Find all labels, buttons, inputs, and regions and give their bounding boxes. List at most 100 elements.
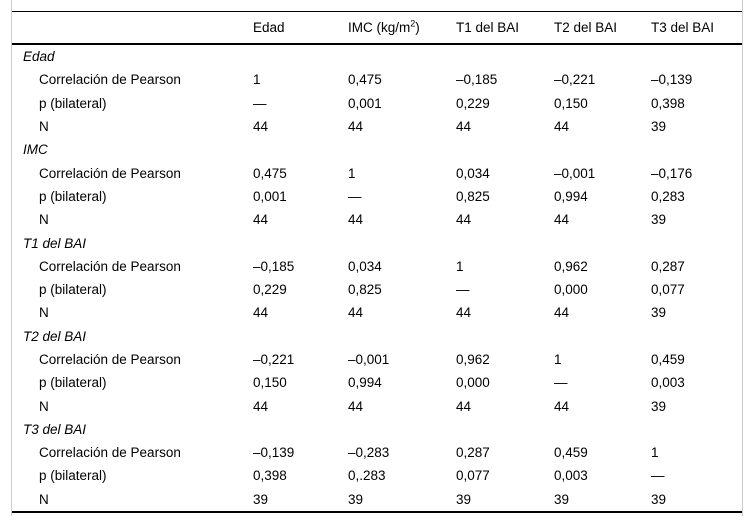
value-cell: 0,001 [348,95,382,111]
value-cell: 39 [554,491,570,507]
row-label-p: p (bilateral) [39,95,107,111]
value-cell: 0,283 [651,188,685,204]
value-cell: –0,221 [253,352,295,367]
value-cell: 0,994 [554,188,588,204]
row-label-n: N [39,212,49,228]
value-cell: 0,459 [651,352,685,367]
table-row: p (bilateral) 0,001 — 0,825 0,994 0,283 [12,185,742,208]
row-label-n: N [39,305,49,321]
table-row: N 44 44 44 44 39 [12,208,742,231]
value-cell: –0,139 [253,445,295,461]
table-row: p (bilateral) — 0,001 0,229 0,150 0,398 [12,92,742,115]
value-cell: –0,185 [456,72,498,88]
header-t3: T3 del BAI [651,11,742,45]
table-row: N 44 44 44 44 39 [12,394,742,417]
value-cell: 44 [554,119,570,135]
value-cell: 0,.283 [348,468,386,484]
value-cell: 44 [253,212,269,228]
row-label-n: N [39,398,49,414]
value-cell: –0,221 [554,72,596,88]
value-cell: 0,034 [456,165,490,181]
group-label: T1 del BAI [23,235,87,251]
value-cell: — [253,95,267,111]
value-cell: 44 [348,119,364,135]
value-cell: 44 [554,212,570,228]
value-cell: 44 [456,398,472,414]
header-imc: IMC (kg/m2) [348,11,456,45]
value-cell: 0,001 [253,188,287,204]
value-cell: 0,150 [554,95,588,111]
value-cell: 0,229 [456,95,490,111]
value-cell: 0,287 [651,258,685,274]
value-cell: 0,000 [554,282,588,298]
value-cell: 39 [651,212,667,228]
value-cell: 39 [651,398,667,414]
table-row: N 44 44 44 44 39 [12,301,742,324]
row-label-p: p (bilateral) [39,468,107,484]
value-cell: 0,475 [348,72,382,88]
value-cell: 0,000 [456,375,490,391]
row-label-n: N [39,491,49,507]
value-cell: 44 [253,398,269,414]
value-cell: 44 [456,119,472,135]
row-label-p: p (bilateral) [39,375,107,391]
value-cell: 0,077 [651,282,685,298]
value-cell: 0,287 [456,445,490,461]
table-row: p (bilateral) 0,398 0,.283 0,077 0,003 — [12,464,742,487]
table-frame: Edad IMC (kg/m2) T1 del BAI T2 del BAI T… [11,0,743,516]
value-cell: 44 [253,119,269,135]
value-cell: 39 [253,491,269,507]
value-cell: 39 [456,491,472,507]
value-cell: — [554,375,568,391]
value-cell: — [456,282,470,298]
value-cell: 39 [348,491,364,507]
value-cell: 0,003 [651,375,685,391]
header-imc-pre: IMC (kg/m [348,20,411,35]
value-cell: 0,825 [348,282,382,298]
value-cell: 0,962 [554,258,588,274]
value-cell: 44 [554,305,570,321]
row-label-pearson: Correlación de Pearson [39,165,181,181]
value-cell: 0,475 [253,165,287,181]
value-cell: –0,139 [651,72,693,88]
row-label-pearson: Correlación de Pearson [39,72,181,88]
value-cell: 0,459 [554,445,588,461]
value-cell: 39 [651,119,667,135]
value-cell: 1 [554,352,562,367]
header-t2: T2 del BAI [554,11,651,45]
header-edad: Edad [253,11,348,45]
value-cell: 39 [651,305,667,321]
value-cell: 0,825 [456,188,490,204]
row-label-p: p (bilateral) [39,282,107,298]
group-label-row: T3 del BAI [12,418,742,441]
group-label-row: IMC [12,138,742,161]
table-row: N 44 44 44 44 39 [12,115,742,138]
row-label-p: p (bilateral) [39,188,107,204]
value-cell: –0,001 [554,165,596,181]
header-imc-post: ) [415,20,420,35]
value-cell: 0,962 [456,352,490,367]
value-cell: –0,001 [348,352,390,367]
value-cell: — [651,468,665,484]
table-row: Correlación de Pearson 1 0,475 –0,185 –0… [12,68,742,91]
value-cell: 0,398 [651,95,685,111]
value-cell: 1 [456,258,464,274]
table-row: Correlación de Pearson –0,139 –0,283 0,2… [12,441,742,464]
value-cell: 44 [456,305,472,321]
group-label: Edad [23,49,55,65]
value-cell: –0,283 [348,445,390,461]
row-label-pearson: Correlación de Pearson [39,445,181,461]
table-row: N 39 39 39 39 39 [12,488,742,512]
group-label-row: Edad [12,44,742,68]
value-cell: 0,003 [554,468,588,484]
group-label-row: T1 del BAI [12,231,742,254]
table-row: Correlación de Pearson –0,221 –0,001 0,9… [12,348,742,371]
table-row: p (bilateral) 0,229 0,825 — 0,000 0,077 [12,278,742,301]
group-label: IMC [23,142,48,158]
value-cell: 0,994 [348,375,382,391]
group-label: T3 del BAI [23,421,87,437]
value-cell: –0,185 [253,258,295,274]
value-cell: 44 [348,212,364,228]
value-cell: 1 [651,445,659,461]
